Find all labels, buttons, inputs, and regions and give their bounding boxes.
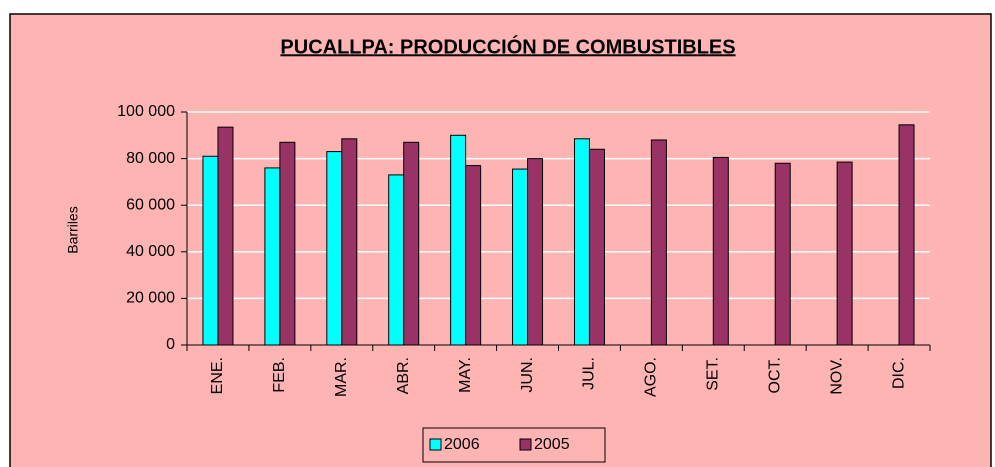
bar xyxy=(898,124,915,346)
legend-label: 2005 xyxy=(534,436,570,453)
bar xyxy=(279,141,296,346)
x-tick-label: ABR. xyxy=(395,357,412,394)
x-tick-label: MAR. xyxy=(333,357,350,397)
y-tick-label: 20 000 xyxy=(126,290,175,307)
bar xyxy=(341,138,358,346)
bar xyxy=(403,141,420,346)
x-tick-label: DIC. xyxy=(890,357,907,389)
y-tick-label: 80 000 xyxy=(126,150,175,167)
bar xyxy=(450,134,467,346)
bar xyxy=(712,156,729,346)
x-tick-label: OCT. xyxy=(766,357,783,393)
bar xyxy=(573,138,590,346)
bar xyxy=(326,151,343,346)
x-tick-label: ENE. xyxy=(209,357,226,394)
x-tick-label: AGO. xyxy=(643,357,660,397)
legend-swatch xyxy=(429,438,442,451)
bar xyxy=(774,162,791,346)
y-tick-label: 100 000 xyxy=(117,103,175,120)
y-tick-label: 60 000 xyxy=(126,196,175,213)
y-tick-label: 40 000 xyxy=(126,243,175,260)
y-axis-label: Barriles xyxy=(65,206,81,253)
legend xyxy=(422,427,606,463)
legend-swatch xyxy=(519,438,532,451)
legend-label: 2006 xyxy=(444,436,480,453)
bar xyxy=(388,174,405,346)
chart-title: PUCALLPA: PRODUCCIÓN DE COMBUSTIBLES xyxy=(280,34,735,58)
x-tick-label: MAY. xyxy=(457,357,474,393)
bar xyxy=(264,167,281,346)
bar xyxy=(588,148,605,346)
bar xyxy=(836,161,853,346)
bar xyxy=(465,165,482,346)
x-tick-label: JUN. xyxy=(519,357,536,393)
bar xyxy=(512,168,529,346)
chart-background xyxy=(9,13,992,467)
bar xyxy=(202,155,219,346)
x-tick-label: NOV. xyxy=(828,357,845,395)
bar xyxy=(527,158,544,346)
x-tick-label: JUL. xyxy=(581,357,598,390)
bar xyxy=(217,126,234,346)
legend-box xyxy=(422,427,606,463)
x-tick-label: SET. xyxy=(705,357,722,391)
x-tick-label: FEB. xyxy=(271,357,288,393)
bar xyxy=(650,139,667,346)
y-tick-label: 0 xyxy=(166,336,175,353)
